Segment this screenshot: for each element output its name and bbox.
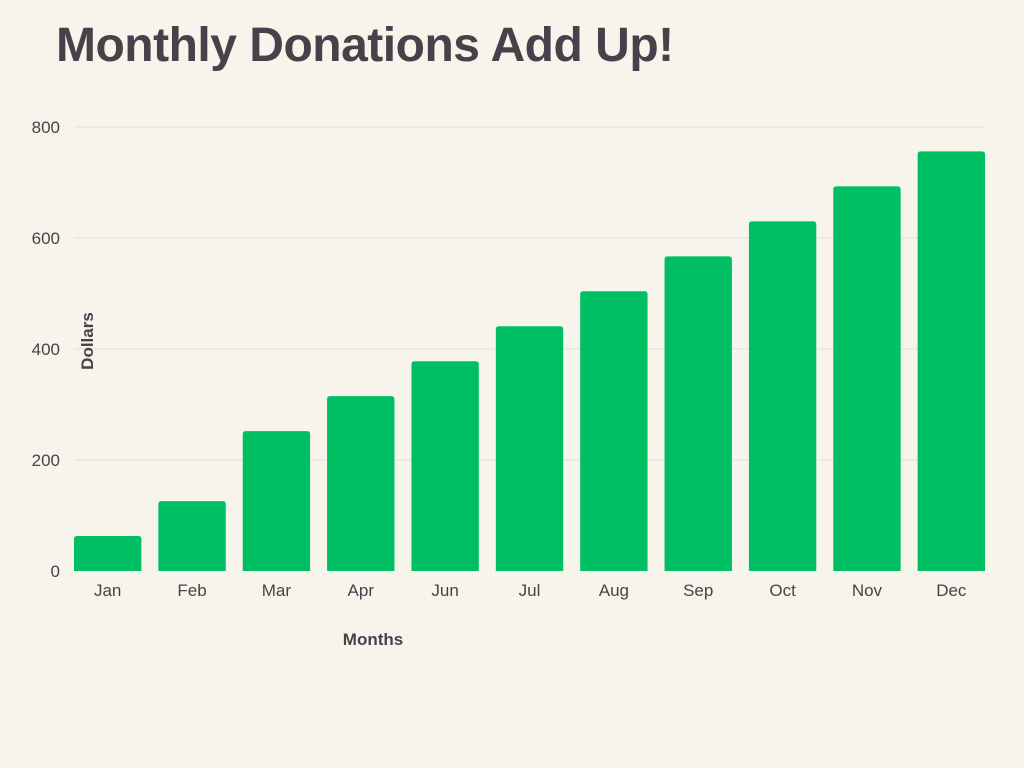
bar-oct bbox=[748, 221, 817, 571]
x-tick-label: Mar bbox=[262, 581, 292, 600]
y-tick-label: 400 bbox=[32, 340, 60, 359]
bar-jun bbox=[411, 361, 479, 571]
bar-dec bbox=[917, 151, 985, 572]
bar-feb bbox=[158, 501, 226, 571]
y-tick-label: 200 bbox=[32, 451, 60, 470]
bar-nov bbox=[833, 186, 901, 571]
x-tick-label: Oct bbox=[769, 581, 796, 600]
bar-mar bbox=[242, 431, 311, 571]
x-tick-label: Jan bbox=[94, 581, 121, 600]
y-tick-label: 0 bbox=[51, 562, 60, 581]
x-axis-title: Months bbox=[343, 630, 403, 649]
bar-aug bbox=[580, 291, 648, 571]
y-tick-label: 600 bbox=[32, 229, 60, 248]
x-tick-label: Aug bbox=[599, 581, 629, 600]
x-tick-label: Jul bbox=[519, 581, 541, 600]
x-tick-label: Apr bbox=[348, 581, 375, 600]
x-tick-label: Sep bbox=[683, 581, 713, 600]
bar-jul bbox=[495, 326, 564, 571]
x-tick-label: Nov bbox=[852, 581, 883, 600]
bar-apr bbox=[327, 396, 395, 571]
chart-title: Monthly Donations Add Up! bbox=[56, 19, 674, 72]
y-axis-ticks: 0 200 400 600 800 bbox=[32, 118, 60, 581]
bars bbox=[74, 151, 985, 572]
y-tick-label: 800 bbox=[32, 118, 60, 137]
bar-sep bbox=[664, 256, 732, 571]
x-tick-label: Jun bbox=[431, 581, 458, 600]
bar-jan bbox=[74, 536, 142, 571]
x-axis-ticks: Jan Feb Mar Apr Jun Jul Aug Sep Oct Nov Dec bbox=[94, 581, 967, 600]
y-axis-title: Dollars bbox=[78, 312, 97, 370]
x-tick-label: Feb bbox=[177, 581, 206, 600]
x-tick-label: Dec bbox=[936, 581, 967, 600]
